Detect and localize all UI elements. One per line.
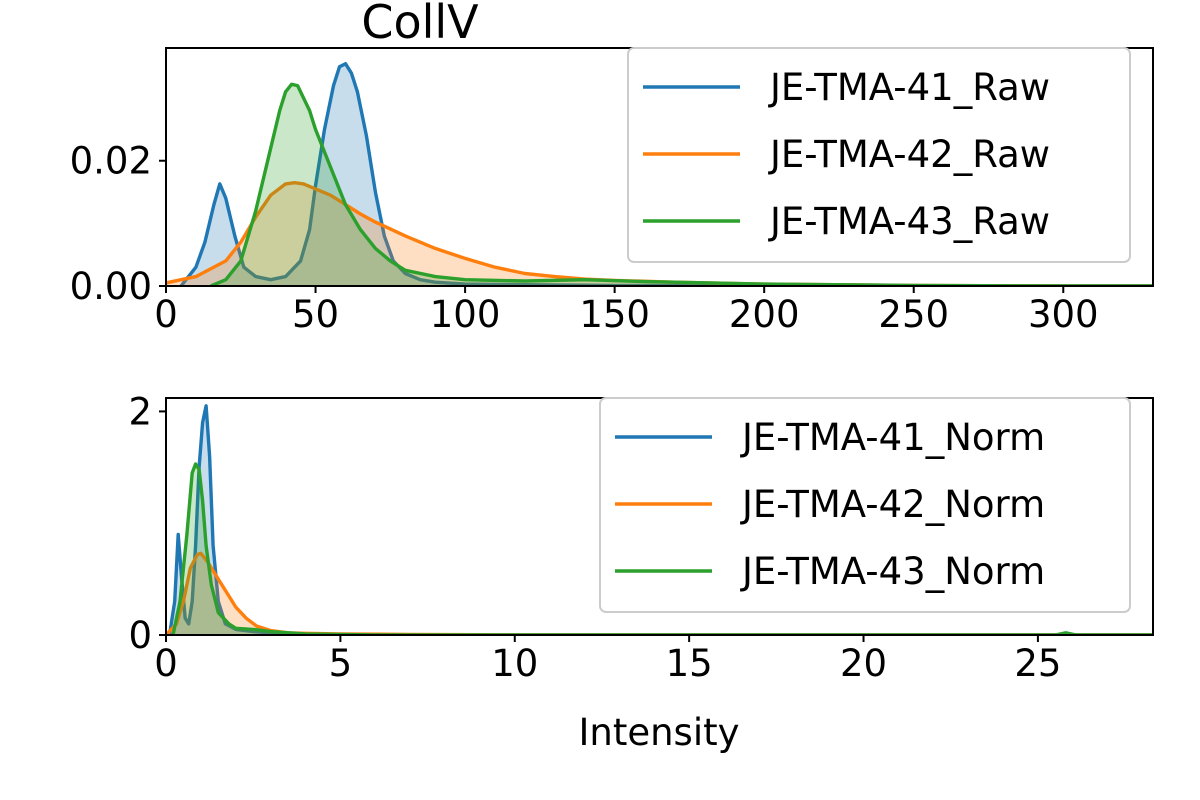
legend-box	[599, 397, 1131, 613]
series-line-1	[179, 62, 1153, 286]
x-tick-label: 50	[292, 293, 339, 336]
x-axis-label: Intensity	[578, 711, 739, 754]
x-tick-label: 250	[878, 293, 949, 336]
series-line-3	[171, 462, 1153, 635]
y-tick-label: 2	[128, 390, 152, 433]
x-tick-label: 150	[579, 293, 650, 336]
legend-label-1: JE-TMA-41_Norm	[740, 416, 1045, 459]
y-tick-label: 0	[128, 614, 152, 657]
legend: JE-TMA-41_Raw JE-TMA-42_Raw JE-TMA-43_Raw	[627, 47, 1131, 263]
panel-norm: 0 5 10 15 20 25 0 2 JE-TMA-41_Norm JE-TMA-42_Norm…	[128, 390, 1154, 685]
legend-label-2: JE-TMA-42_Raw	[768, 133, 1050, 176]
x-tick-label: 100	[430, 293, 501, 336]
x-tick-label: 15	[666, 642, 713, 685]
legend: JE-TMA-41_Norm JE-TMA-42_Norm JE-TMA-43_No…	[599, 397, 1131, 613]
x-tick-label: 0	[154, 642, 178, 685]
x-tick-label: 300	[1028, 293, 1099, 336]
series-area-2	[166, 182, 1153, 286]
y-tick-label: 0.00	[70, 265, 152, 308]
y-tick-label: 0.02	[70, 140, 152, 183]
x-tick-label: 10	[491, 642, 538, 685]
chart-title: CollV	[361, 0, 479, 49]
x-tick-label: 0	[154, 293, 178, 336]
series-line-3	[210, 82, 1153, 286]
legend-label-1: JE-TMA-41_Raw	[768, 66, 1050, 109]
panel-raw: 0 50 100 150 200 250 3000.000.02JE-TMA-41_RawJ…	[70, 47, 1154, 336]
legend-label-3: JE-TMA-43_Norm	[740, 550, 1045, 593]
x-tick-label: 200	[729, 293, 800, 336]
x-tick-label: 25	[1014, 642, 1061, 685]
plot-area	[166, 62, 1153, 286]
x-tick-label: 5	[329, 642, 353, 685]
legend-box	[627, 47, 1131, 263]
x-tick-label: 20	[840, 642, 887, 685]
legend-label-2: JE-TMA-42_Norm	[740, 483, 1045, 526]
legend-label-3: JE-TMA-43_Raw	[768, 200, 1050, 243]
